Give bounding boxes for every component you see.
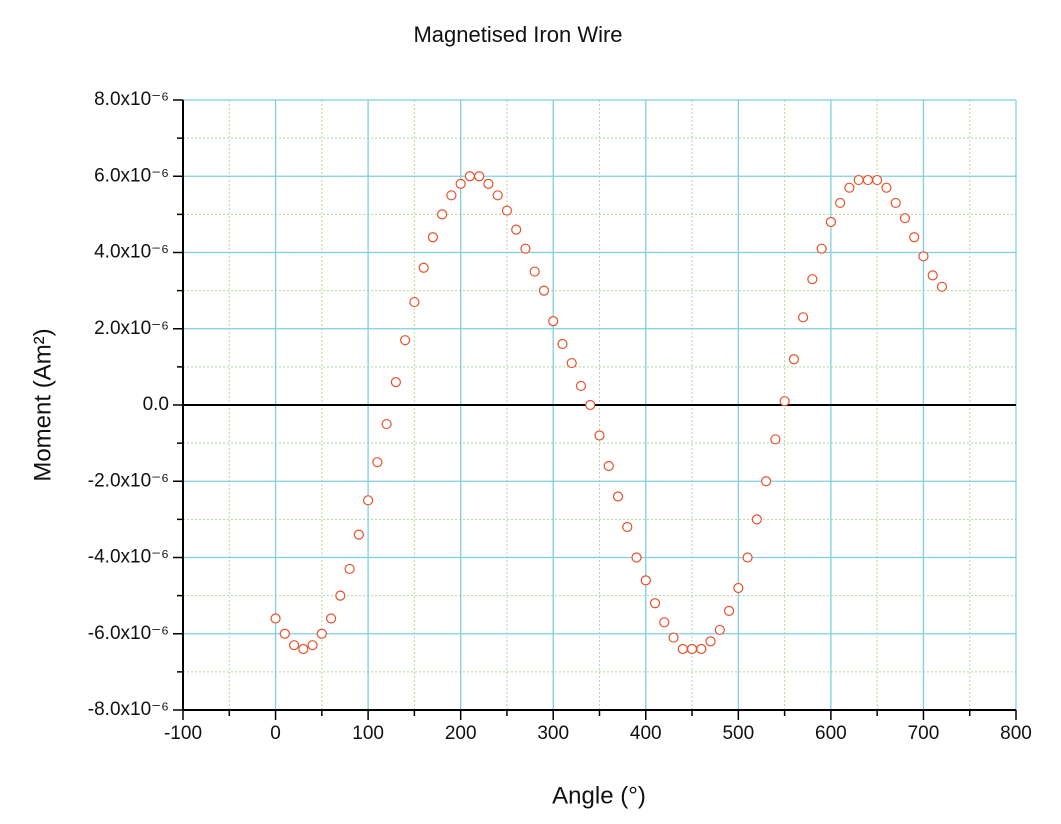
data-point [492,190,503,201]
data-point [751,514,762,525]
x-tick-label: -100 [164,723,202,744]
y-tick-label: -2.0x10⁻⁶ [88,470,169,491]
x-tick-label: 500 [722,723,754,744]
x-tick-label: 600 [815,723,847,744]
y-tick-label: 8.0x10⁻⁶ [94,89,169,110]
y-tick-label: -6.0x10⁻⁶ [88,623,169,644]
x-tick-label: 100 [352,723,384,744]
y-axis-label: Moment (Am²) [29,328,56,481]
y-tick-label: -8.0x10⁻⁶ [88,699,169,720]
data-point [742,552,753,563]
data-point [325,613,337,624]
data-point [529,266,540,277]
x-axis-label: Angle (°) [552,782,646,809]
data-point [779,396,790,407]
data-point [881,182,892,193]
x-tick-label: 800 [1000,723,1032,744]
data-point [723,605,735,616]
data-point [511,224,522,235]
data-point [659,617,670,628]
y-tick-label: -4.0x10⁻⁶ [88,547,169,568]
x-tick-label: 300 [537,723,569,744]
x-tick-label: 200 [445,723,477,744]
y-tick-label: 6.0x10⁻⁶ [94,165,169,186]
data-point [344,563,355,575]
data-point [844,182,855,193]
data-point [649,598,661,609]
data-point [677,643,688,655]
data-point [705,636,716,647]
data-point [298,643,309,655]
data-point [307,640,318,651]
data-point [668,632,679,643]
data-point [918,251,929,262]
data-point [835,197,846,209]
data-point [409,296,420,308]
data-point [622,521,633,533]
data-point [760,476,772,487]
data-point [788,354,799,365]
x-tick-label: 0 [270,723,281,744]
data-point [862,174,874,186]
data-point [316,628,327,639]
x-tick-label: 400 [630,723,662,744]
data-point [899,213,911,224]
data-point [381,418,392,430]
data-point [853,174,864,186]
data-point [936,281,948,292]
data-point [640,575,651,586]
data-point [538,285,550,296]
data-point [483,178,494,189]
data-point [890,197,901,209]
data-point [696,643,707,655]
data-point [798,312,809,323]
data-point [427,232,438,243]
data-point [353,529,364,540]
data-point [474,171,485,182]
data-point [575,380,587,392]
data-point [548,316,559,327]
data-point [335,590,346,601]
data-point [418,262,429,273]
data-point [872,174,883,186]
data-point [372,457,383,468]
data-point [390,377,401,388]
y-tick-label: 2.0x10⁻⁶ [94,318,169,339]
data-point [631,552,642,563]
data-point [770,434,781,445]
data-point [714,624,725,636]
y-tick-label: 0.0 [143,394,169,415]
data-point [909,232,920,243]
data-point [455,178,466,189]
data-point [603,460,614,472]
data-point [594,430,605,441]
data-point [363,495,374,506]
data-point [927,270,938,281]
data-point [733,582,744,594]
chart-title: Magnetised Iron Wire [413,22,622,47]
data-point [279,628,290,639]
data-point [686,643,698,655]
data-point [400,335,411,346]
x-tick-label: 700 [908,723,940,744]
data-point [520,243,531,254]
data-point [437,209,448,220]
data-point [557,338,568,350]
data-point [566,357,577,369]
data-point [825,216,836,228]
data-point [612,491,624,502]
data-point [501,205,513,216]
data-point [446,190,457,201]
data-point [464,171,476,182]
data-point [816,243,827,254]
data-point [807,274,818,285]
data-point [585,399,596,411]
data-point [270,613,281,624]
y-tick-label: 4.0x10⁻⁶ [94,242,169,263]
data-point [288,640,300,651]
